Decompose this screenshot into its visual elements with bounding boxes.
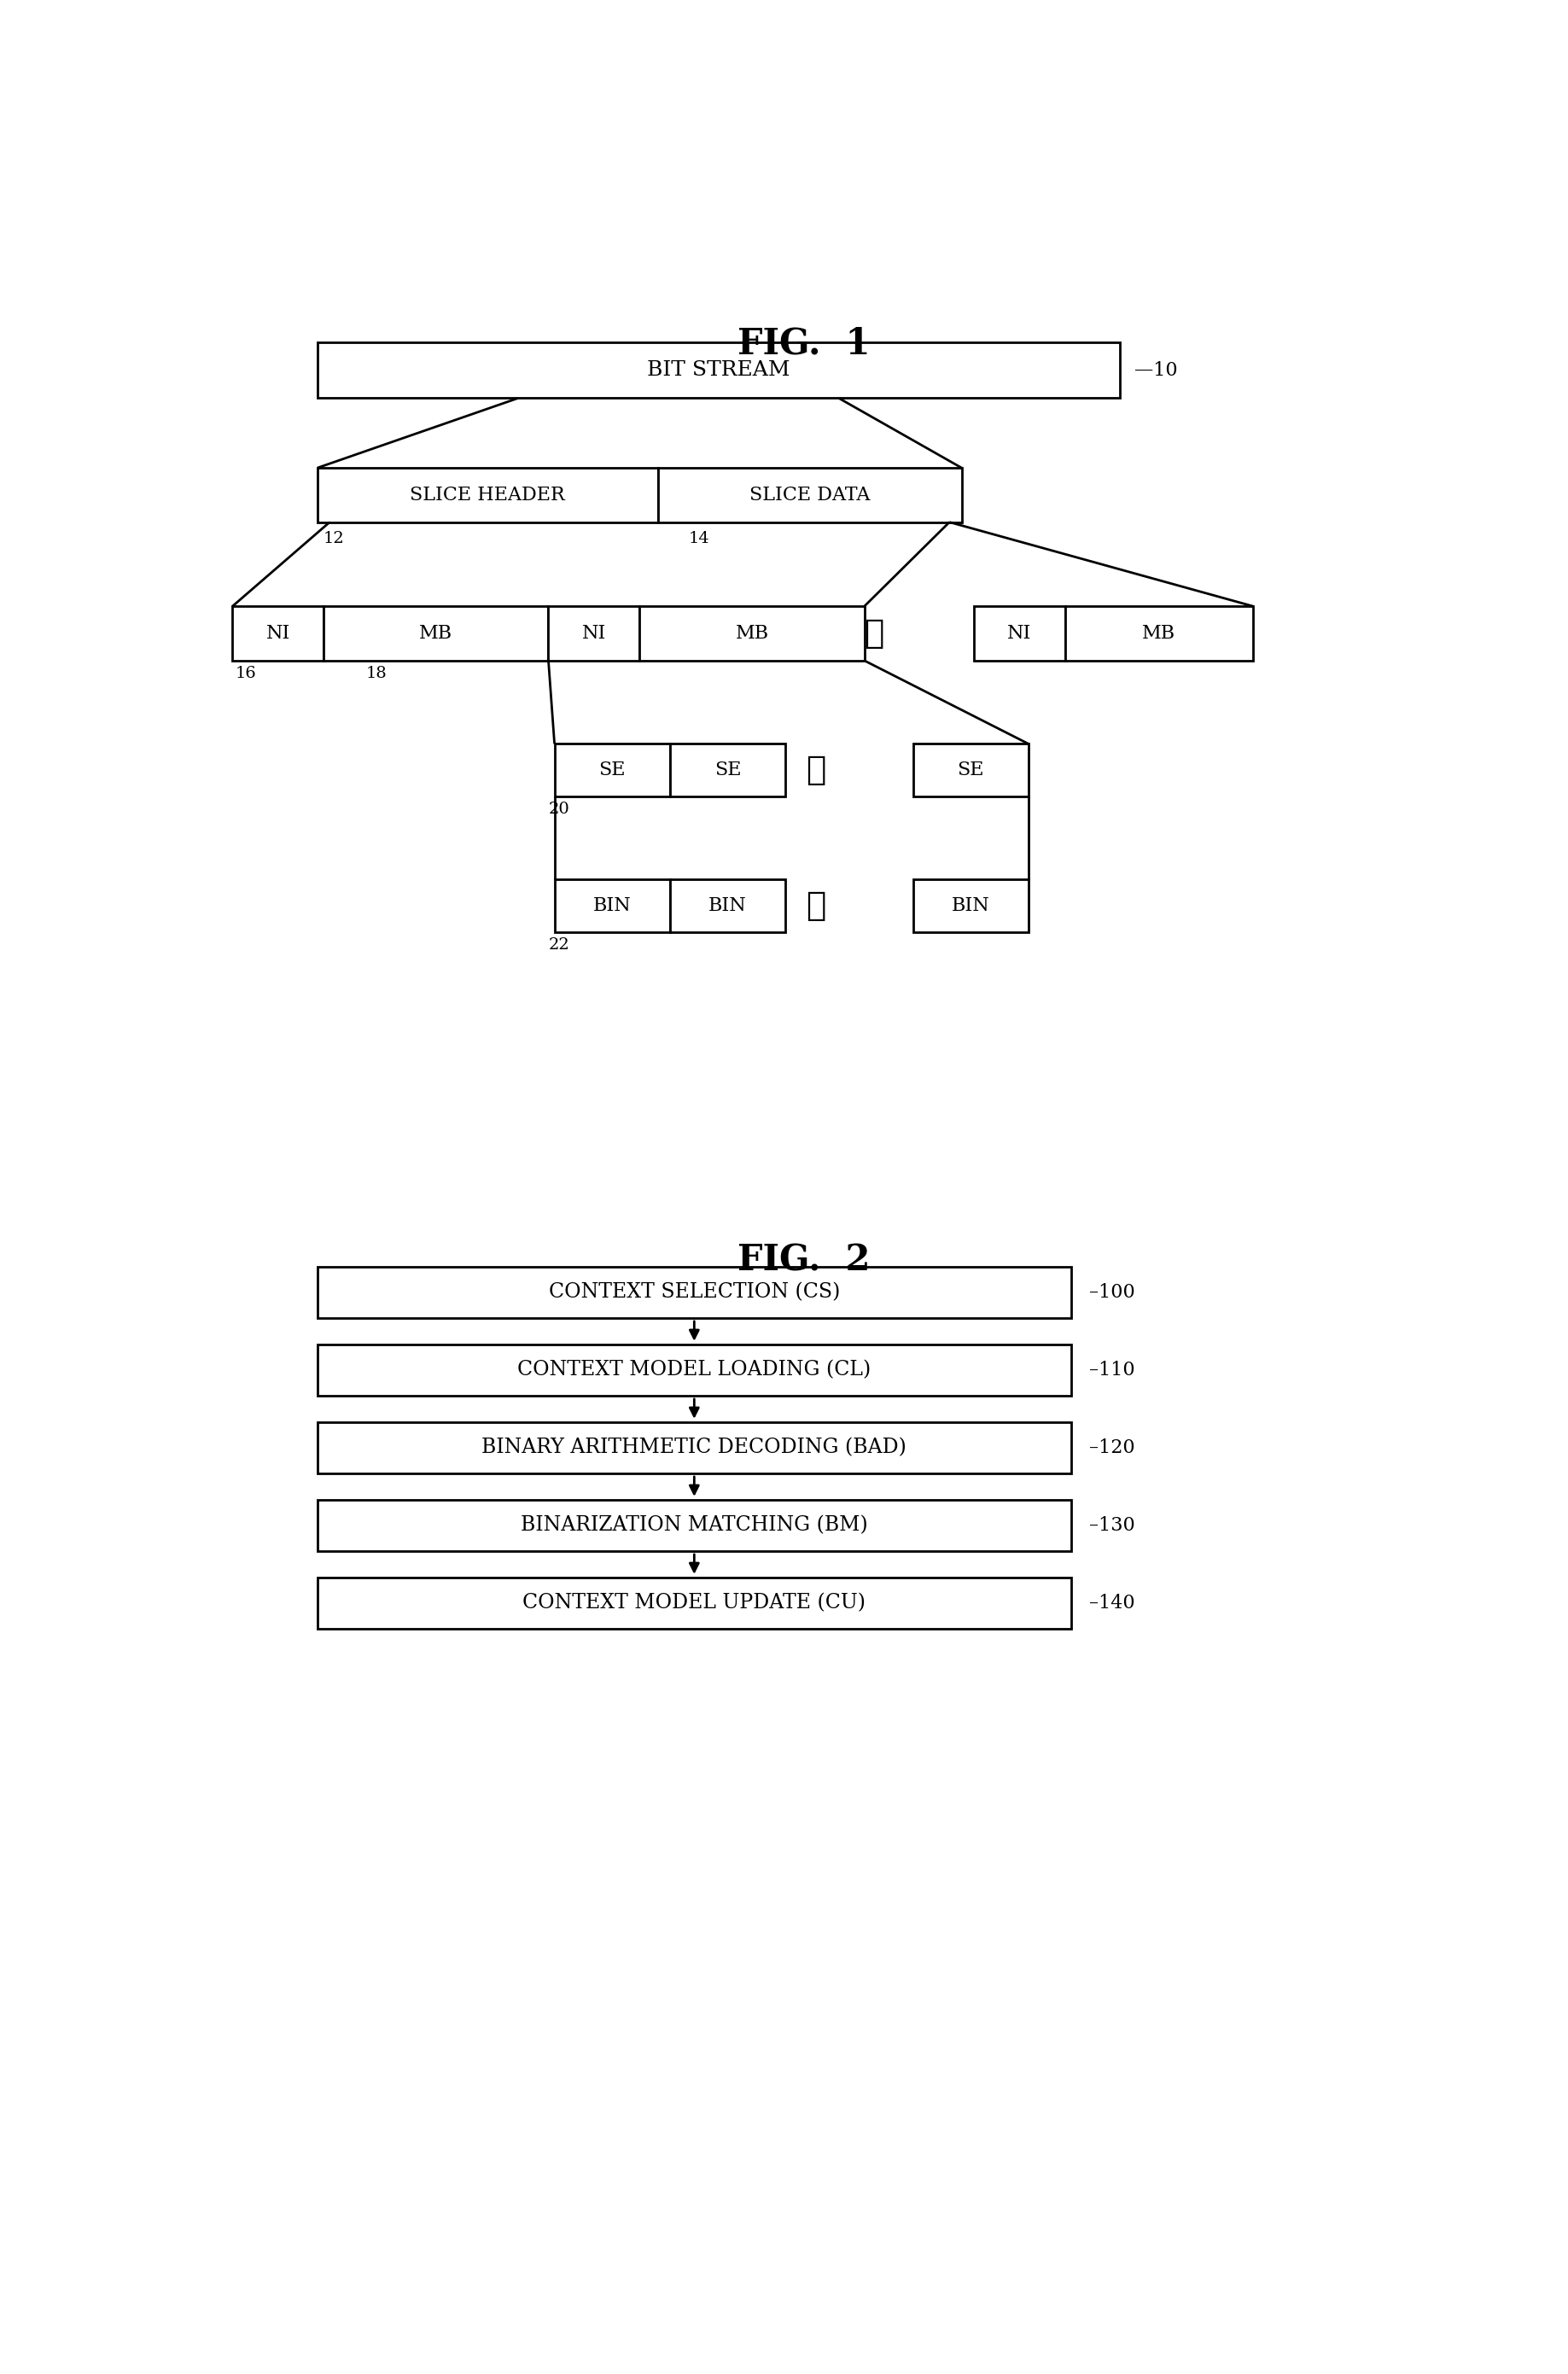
Text: CONTEXT MODEL UPDATE (CU): CONTEXT MODEL UPDATE (CU) <box>522 1593 866 1612</box>
Bar <box>317 468 659 522</box>
Text: FIG.  1: FIG. 1 <box>737 325 870 361</box>
Text: BINARY ARITHMETIC DECODING (BAD): BINARY ARITHMETIC DECODING (BAD) <box>481 1439 906 1458</box>
Bar <box>317 1422 1071 1474</box>
Text: NI: NI <box>1007 624 1032 643</box>
Bar <box>323 605 549 660</box>
Bar <box>549 605 640 660</box>
Bar <box>555 743 670 795</box>
Text: CONTEXT MODEL LOADING (CL): CONTEXT MODEL LOADING (CL) <box>517 1360 872 1379</box>
Text: SE: SE <box>599 760 626 779</box>
Text: 22: 22 <box>549 938 569 952</box>
Text: SLICE HEADER: SLICE HEADER <box>411 487 564 503</box>
Text: BIN: BIN <box>593 897 632 916</box>
Text: MB: MB <box>1143 624 1176 643</box>
Bar <box>659 468 961 522</box>
Text: CONTEXT SELECTION (CS): CONTEXT SELECTION (CS) <box>549 1282 840 1301</box>
Text: 16: 16 <box>235 667 256 681</box>
Text: BIN: BIN <box>952 897 989 916</box>
Bar <box>555 878 670 933</box>
Text: NI: NI <box>267 624 290 643</box>
Bar <box>640 605 864 660</box>
Bar <box>317 1344 1071 1396</box>
Text: SE: SE <box>713 760 742 779</box>
Bar <box>317 1500 1071 1550</box>
Text: —10: —10 <box>1134 361 1178 380</box>
Text: MB: MB <box>419 624 453 643</box>
Bar <box>913 743 1029 795</box>
Text: –110: –110 <box>1090 1360 1135 1379</box>
Text: –100: –100 <box>1090 1282 1135 1301</box>
Text: ⋯: ⋯ <box>806 890 826 921</box>
Text: ⋯: ⋯ <box>864 617 884 648</box>
Bar <box>317 342 1120 399</box>
Text: 20: 20 <box>549 802 569 817</box>
Text: SLICE DATA: SLICE DATA <box>750 487 870 503</box>
Bar <box>670 743 786 795</box>
Bar <box>317 1576 1071 1629</box>
Bar <box>317 1268 1071 1318</box>
Text: BIT STREAM: BIT STREAM <box>648 361 790 380</box>
Text: ⋯: ⋯ <box>806 755 826 786</box>
Text: –120: –120 <box>1090 1439 1135 1458</box>
Bar <box>670 878 786 933</box>
Text: SE: SE <box>956 760 985 779</box>
Bar <box>232 605 323 660</box>
Text: BINARIZATION MATCHING (BM): BINARIZATION MATCHING (BM) <box>521 1515 867 1536</box>
Bar <box>1065 605 1253 660</box>
Text: 14: 14 <box>688 532 709 546</box>
Text: MB: MB <box>735 624 768 643</box>
Text: NI: NI <box>582 624 607 643</box>
Text: –140: –140 <box>1090 1593 1135 1612</box>
Bar <box>974 605 1065 660</box>
Text: 12: 12 <box>323 532 345 546</box>
Text: BIN: BIN <box>709 897 746 916</box>
Text: FIG.  2: FIG. 2 <box>737 1244 870 1280</box>
Text: 18: 18 <box>367 667 387 681</box>
Text: –130: –130 <box>1090 1517 1135 1536</box>
Bar <box>913 878 1029 933</box>
